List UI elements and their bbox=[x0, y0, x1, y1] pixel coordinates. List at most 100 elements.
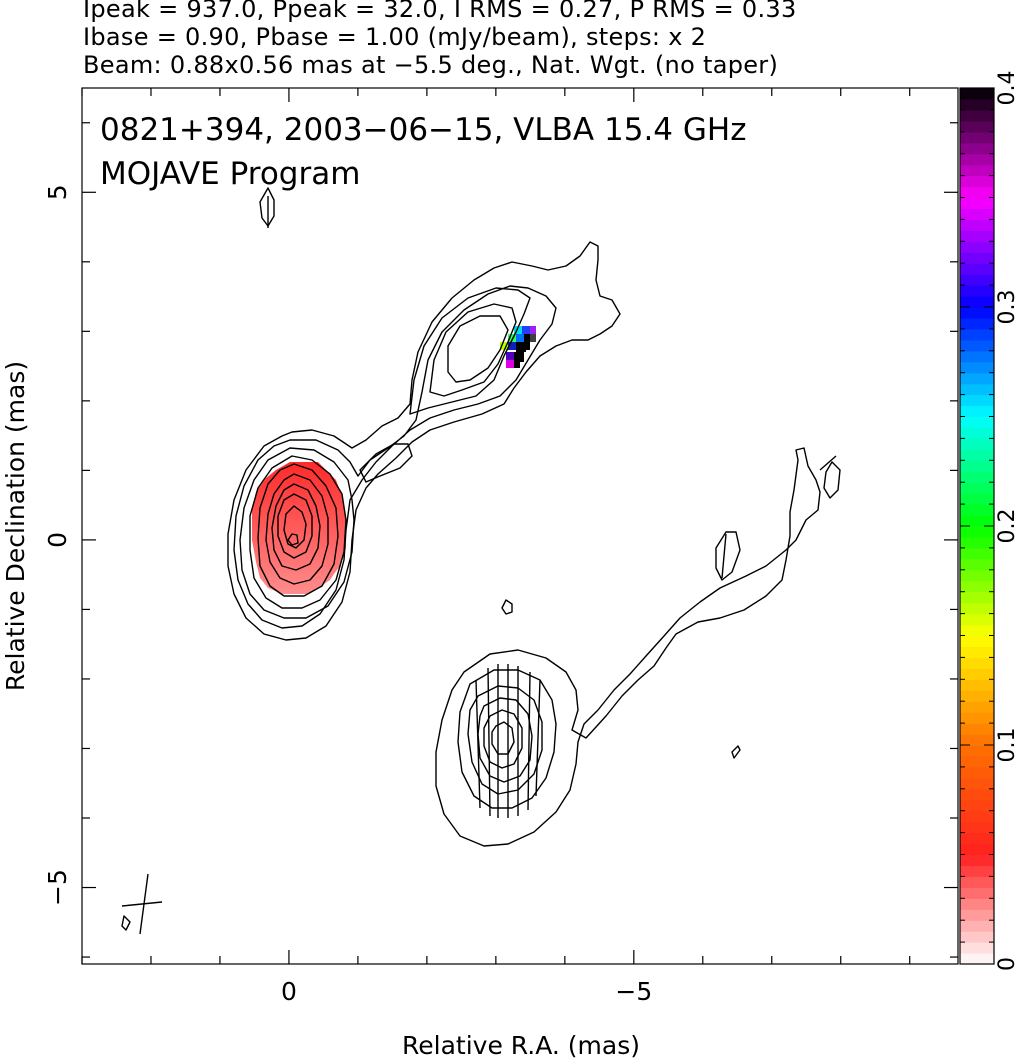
colorbar-band bbox=[960, 843, 994, 856]
colorbar-band bbox=[960, 613, 994, 626]
colorbar-band bbox=[960, 876, 994, 888]
colorbar-band bbox=[960, 920, 994, 932]
colorbar-band bbox=[960, 197, 994, 210]
colorbar-tick-label: 0.4 bbox=[995, 71, 1020, 106]
colorbar-band bbox=[960, 482, 994, 494]
colorbar-band bbox=[960, 449, 994, 461]
colorbar-band bbox=[960, 186, 994, 199]
contour-knot-outer bbox=[435, 447, 821, 847]
chart-subtitle: MOJAVE Program bbox=[100, 156, 360, 192]
colorbar-band bbox=[960, 646, 994, 658]
axis-tick-labels: 0 −5 5 0 −5 bbox=[43, 184, 652, 1006]
colorbar-band bbox=[960, 405, 994, 418]
colorbar-band bbox=[960, 296, 994, 308]
plot-frame bbox=[81, 87, 959, 965]
colorbar-band bbox=[960, 339, 994, 352]
colorbar-band bbox=[960, 734, 994, 746]
colorbar-band bbox=[960, 307, 994, 319]
colorbar-band bbox=[960, 142, 994, 155]
colorbar-band bbox=[960, 427, 994, 439]
colorbar-band bbox=[960, 383, 994, 396]
y-axis-label: Relative Declination (mas) bbox=[1, 361, 30, 691]
colorbar-band bbox=[960, 120, 994, 133]
colorbar-band bbox=[960, 788, 994, 801]
x-tick-label: −5 bbox=[615, 977, 652, 1006]
colorbar-band bbox=[960, 471, 994, 483]
colorbar-band bbox=[960, 252, 994, 264]
colorbar-band bbox=[960, 372, 994, 385]
colorbar-band bbox=[960, 668, 994, 680]
colorbar-band bbox=[960, 504, 994, 516]
colorbar-band bbox=[960, 766, 994, 779]
colorbar-band bbox=[960, 515, 994, 527]
core-polarization-fill bbox=[252, 462, 346, 594]
colorbar-band bbox=[960, 328, 994, 341]
jet-polarization-pixels bbox=[500, 326, 536, 368]
stats-line-1: Ipeak = 937.0, Ppeak = 32.0, I RMS = 0.2… bbox=[83, 0, 797, 23]
colorbar-band bbox=[960, 635, 994, 648]
colorbar-band bbox=[960, 493, 994, 505]
colorbar-band bbox=[960, 208, 994, 220]
colorbar-band bbox=[960, 558, 994, 571]
evpa-vectors bbox=[267, 196, 837, 818]
y-tick-label: 0 bbox=[43, 532, 72, 548]
colorbar-band bbox=[960, 953, 994, 965]
colorbar-band bbox=[960, 536, 994, 549]
colorbar-band bbox=[960, 745, 994, 757]
colorbar-band bbox=[960, 460, 994, 472]
colorbar-tick-label: 0.1 bbox=[995, 728, 1020, 763]
colorbar-band bbox=[960, 109, 994, 122]
intensity-contours bbox=[121, 187, 841, 931]
restoring-beam bbox=[121, 873, 163, 935]
y-tick-label: −5 bbox=[43, 869, 72, 906]
colorbar-band bbox=[960, 394, 994, 407]
colorbar-band bbox=[960, 88, 994, 100]
colorbar-band bbox=[960, 657, 994, 669]
colorbar-band bbox=[960, 153, 994, 166]
colorbar-band bbox=[960, 898, 994, 910]
colorbar-band bbox=[960, 799, 994, 812]
colorbar-band bbox=[960, 274, 994, 286]
chart-title: 0821+394, 2003−06−15, VLBA 15.4 GHz bbox=[100, 112, 746, 148]
colorbar-band bbox=[960, 241, 994, 253]
colorbar-ticks: 0 0.1 0.2 0.3 0.4 bbox=[960, 71, 1020, 971]
colorbar-band bbox=[960, 832, 994, 845]
colorbar-band bbox=[960, 175, 994, 188]
colorbar-band bbox=[960, 591, 994, 604]
colorbar-band bbox=[960, 602, 994, 615]
colorbar-band bbox=[960, 909, 994, 921]
colorbar-band bbox=[960, 547, 994, 560]
colorbar-band bbox=[960, 679, 994, 691]
colorbar-tick-label: 0 bbox=[995, 957, 1020, 971]
x-axis-label: Relative R.A. (mas) bbox=[402, 1031, 640, 1060]
colorbar-band bbox=[960, 230, 994, 242]
stats-line-2: Ibase = 0.90, Pbase = 1.00 (mJy/beam), s… bbox=[83, 23, 707, 51]
colorbar-band bbox=[960, 887, 994, 899]
colorbar-band bbox=[960, 263, 994, 275]
colorbar-band bbox=[960, 755, 994, 768]
axis-ticks bbox=[81, 88, 958, 964]
colorbar-band bbox=[960, 821, 994, 834]
x-tick-label: 0 bbox=[281, 977, 297, 1006]
y-tick-label: 5 bbox=[43, 184, 72, 200]
contour-jet-outer bbox=[227, 241, 621, 641]
colorbar-band bbox=[960, 98, 994, 111]
colorbar-band bbox=[960, 942, 994, 954]
colorbar-band bbox=[960, 701, 994, 713]
colorbar-band bbox=[960, 690, 994, 702]
colorbar-band bbox=[960, 317, 994, 330]
colorbar-band bbox=[960, 580, 994, 593]
colorbar-band bbox=[960, 712, 994, 724]
colorbar-band bbox=[960, 854, 994, 867]
colorbar-band bbox=[960, 438, 994, 450]
colorbar-band bbox=[960, 350, 994, 363]
colorbar bbox=[960, 88, 994, 965]
colorbar-tick-label: 0.2 bbox=[995, 509, 1020, 544]
colorbar-band bbox=[960, 361, 994, 374]
colorbar-band bbox=[960, 810, 994, 823]
colorbar-band bbox=[960, 777, 994, 790]
colorbar-band bbox=[960, 416, 994, 429]
colorbar-band bbox=[960, 569, 994, 582]
colorbar-band bbox=[960, 164, 994, 177]
